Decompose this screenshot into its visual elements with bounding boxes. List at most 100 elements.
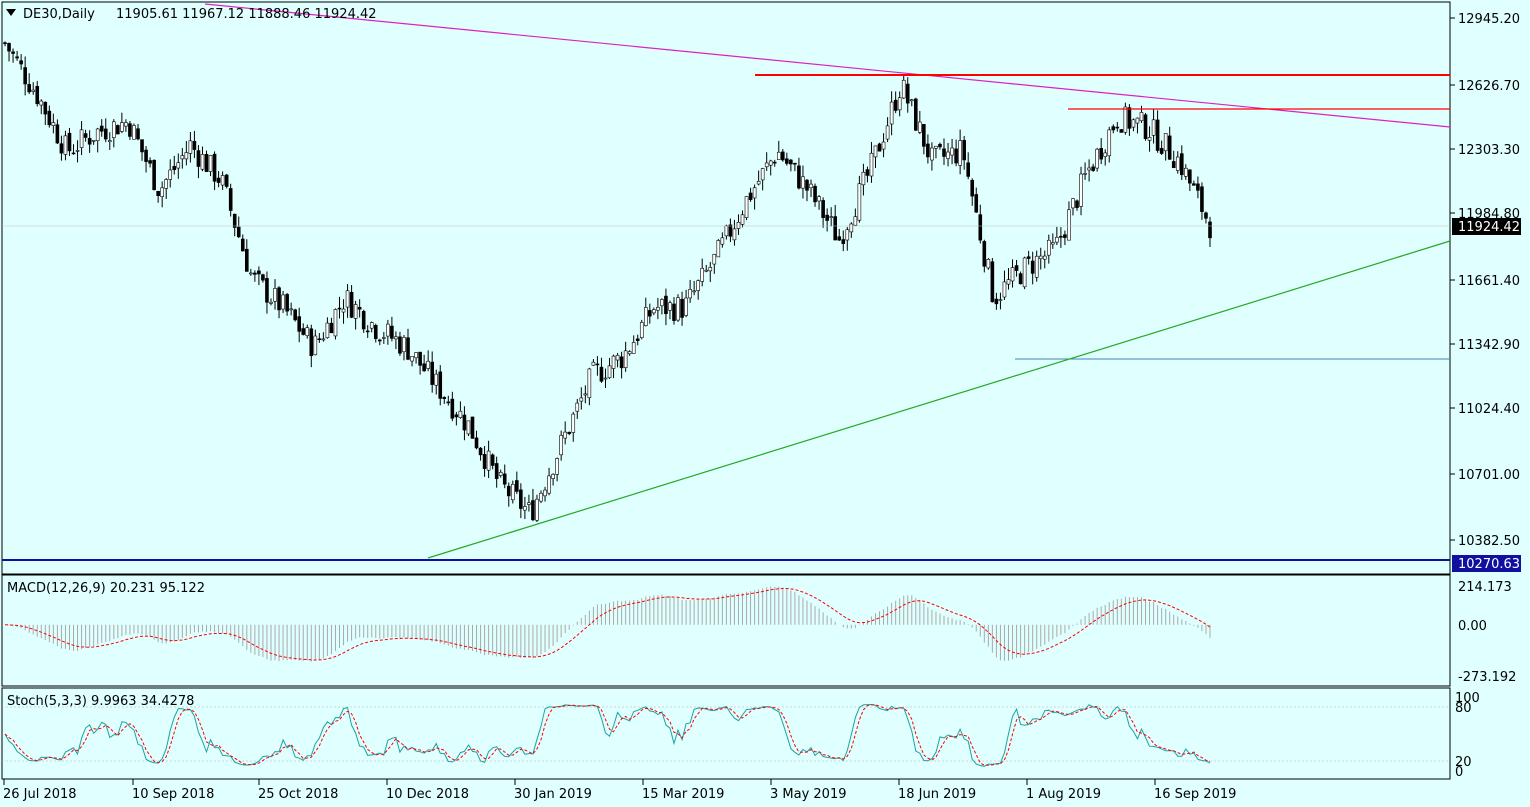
stoch-axis-label: 0 [1455,765,1463,780]
candle-body [724,225,729,237]
candle-body [893,99,898,111]
candle-body [361,310,366,330]
candle-body [470,416,475,439]
candle-body [446,401,451,404]
candle-body [188,140,193,154]
candle-body [406,337,410,360]
candle-body [172,165,177,170]
macd-signal-line [4,588,1211,661]
candle-body [136,128,140,140]
candle-body [47,110,52,126]
price-axis-label: 12626.70 [1458,79,1520,94]
candle-body [321,338,326,341]
candle-body [317,338,322,340]
candle-body [265,278,269,303]
candle-body [708,267,713,272]
candle-body [349,291,354,318]
candle-body [587,368,592,399]
macd-axis-label: -273.192 [1458,670,1516,685]
candle-body [885,125,890,140]
candle-body [700,267,705,282]
time-axis[interactable]: 26 Jul 2018 10 Sep 2018 25 Oct 2018 10 Dec … [3,779,1236,802]
price-panel[interactable]: DE30,Daily 11905.61 11967.12 11888.46 11… [1,1,1451,575]
candle-body [494,463,499,479]
candle-body [1208,221,1212,239]
candle-body [257,270,261,275]
candle-body [615,355,620,361]
time-axis-label: 3 May 2019 [770,787,847,802]
candle-body [1046,239,1051,256]
macd-axis-label: 214.173 [1458,580,1512,595]
candle-body [293,309,297,321]
candle-body [11,51,15,54]
chart-header: DE30,Daily 11905.61 11967.12 11888.46 11… [6,7,377,22]
candle-body [418,351,422,366]
candle-body [1051,242,1055,245]
candle-body [390,325,394,339]
candle-body [1006,279,1011,285]
candle-body [563,431,567,439]
candle-body [1059,235,1063,238]
time-axis-label: 30 Jan 2019 [514,787,592,802]
candle-body [1075,200,1079,208]
candle-body [192,140,197,150]
candle-body [732,228,737,241]
candle-body [333,309,338,337]
stoch-panel[interactable]: Stoch(5,3,3) 9.9963 34.4278 [1,687,1451,780]
candle-body [1030,260,1035,274]
time-axis-label: 16 Sep 2019 [1154,787,1236,802]
candle-body [438,371,443,399]
candle-body [801,176,805,189]
candle-body [63,135,68,155]
macd-panel[interactable]: MACD(12,26,9) 20.231 95.122 [1,574,1451,687]
candle-body [1103,152,1108,157]
candle-body [269,301,273,304]
candle-body [1091,166,1095,171]
candle-body [228,188,233,211]
candle-body [901,79,906,99]
candle-body [813,185,817,203]
candle-body [466,420,471,435]
candle-body [281,294,285,310]
candle-body [474,437,479,449]
candle-body [551,474,555,479]
candle-body [1123,106,1128,133]
candle-body [1200,186,1204,212]
candle-body [377,339,382,342]
candle-body [373,325,378,339]
candle-body [918,121,922,133]
candle-body [1151,119,1156,136]
candle-body [273,288,277,302]
candle-body [402,337,406,353]
uptrend-line[interactable] [427,240,1451,559]
triangle-down-icon[interactable] [6,9,16,16]
candle-body [1115,126,1120,129]
candle-body [627,351,632,355]
candle-body [672,303,676,321]
candle-body [648,310,652,317]
candle-body [95,128,100,142]
candle-body [1095,148,1099,169]
time-axis-label: 18 Jun 2019 [898,787,976,802]
candle-body [506,485,511,497]
candle-body [607,365,612,379]
candle-body [253,272,257,275]
candle-body [220,175,225,186]
candle-body [841,239,846,244]
support-price-value: 10270.63 [1458,557,1520,572]
candle-body [535,498,539,521]
candle-body [704,269,709,272]
candle-body [1179,153,1184,176]
candle-body [776,151,781,160]
candle-body [922,124,926,147]
candle-body [103,128,108,140]
price-axis[interactable]: 12945.2012626.7012303.3011984.8011661.40… [1450,12,1520,549]
downtrend-line[interactable] [204,3,1451,128]
candle-body [124,122,128,127]
candle-body [43,101,48,115]
candle-body [982,241,987,267]
price-axis-label: 11342.90 [1458,338,1520,353]
candle-body [116,125,120,135]
candle-body [99,125,104,132]
